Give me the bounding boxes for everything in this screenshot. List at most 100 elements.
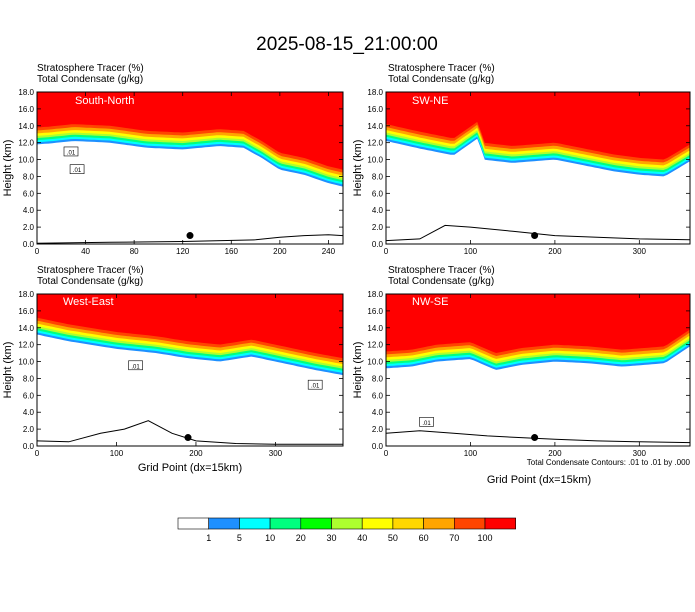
panel-label: NW-SE: [412, 296, 448, 308]
terrain-line: [386, 224, 690, 242]
colorbar-label: 50: [388, 533, 398, 543]
colorbar-label: 70: [449, 533, 459, 543]
panel-header-condensate: Total Condensate (g/kg): [388, 276, 494, 287]
panel-header-condensate: Total Condensate (g/kg): [37, 74, 143, 85]
contour-label: .01: [422, 421, 431, 427]
contour-note: Total Condensate Contours: .01 to .01 by…: [527, 458, 691, 467]
y-tick-label: 4.0: [23, 408, 35, 417]
figure-title: 2025-08-15_21:00:00: [256, 34, 438, 55]
colorbar-swatch: [423, 517, 455, 530]
y-tick-label: 12.0: [367, 341, 383, 350]
plot-area: .01: [386, 294, 690, 446]
x-tick-label: 160: [225, 247, 239, 256]
plot-frame: [385, 91, 691, 245]
y-tick-label: 2.0: [23, 425, 35, 434]
colorbar-swatch: [361, 517, 394, 530]
colorbar-swatch: [208, 517, 240, 530]
x-axis-label: Grid Point (dx=15km): [138, 462, 242, 474]
colorbar-label: 100: [477, 533, 492, 543]
y-tick-label: 8.0: [23, 172, 35, 181]
contour-label: .01: [73, 168, 82, 174]
y-tick-label: 10.0: [367, 156, 383, 165]
colorbar-label: 60: [419, 533, 429, 543]
y-tick-label: 0.0: [372, 442, 384, 451]
colorbar-swatch: [300, 517, 332, 530]
panel-south-north: Stratosphere Tracer (%) Total Condensate…: [2, 63, 344, 256]
x-tick-label: 120: [176, 247, 190, 256]
x-tick-label: 240: [322, 247, 336, 256]
terrain-line: [386, 430, 690, 444]
x-tick-label: 200: [548, 247, 562, 256]
y-tick-label: 10.0: [18, 358, 34, 367]
panel-header-tracer: Stratosphere Tracer (%): [37, 265, 144, 276]
x-tick-label: 40: [81, 247, 90, 256]
colorbar: 1 5 10 20 30 40 50 60 70 100: [177, 517, 517, 543]
colorbar-swatch: [331, 517, 363, 530]
tracer-band: [37, 92, 343, 170]
axes: 0.0 2.0 4.0 6.0 8.0 10.0 12.0 14.0 16.0 18.0 0 100 2…: [367, 88, 691, 256]
y-tick-label: 2.0: [23, 223, 35, 232]
y-tick-label: 0.0: [23, 442, 35, 451]
plot-frame: [36, 293, 344, 447]
colorbar-swatch: [239, 517, 271, 530]
y-tick-label: 16.0: [367, 105, 383, 114]
contour-label-box: [63, 146, 79, 157]
y-tick-label: 6.0: [372, 391, 384, 400]
colorbar-swatch: [453, 517, 486, 530]
y-tick-label: 16.0: [18, 105, 34, 114]
x-tick-label: 100: [110, 449, 124, 458]
y-tick-label: 2.0: [372, 223, 384, 232]
y-tick-label: 12.0: [18, 139, 34, 148]
tracer-band: [37, 294, 343, 359]
contour-label: .01: [67, 150, 76, 156]
colorbar-label: 30: [326, 533, 336, 543]
y-tick-label: 18.0: [18, 290, 34, 299]
panel-nw-se: Stratosphere Tracer (%) Total Condensate…: [352, 265, 691, 486]
terrain-line: [37, 420, 343, 445]
y-tick-label: 10.0: [18, 156, 34, 165]
panel-label: SW-NE: [412, 95, 448, 107]
y-tick-label: 2.0: [372, 425, 384, 434]
colorbar-label: 5: [237, 533, 242, 543]
x-tick-label: 0: [35, 449, 40, 458]
contour-label: .01: [311, 384, 320, 390]
contour-label-box: [419, 417, 434, 427]
y-tick-label: 14.0: [18, 324, 34, 333]
y-tick-label: 0.0: [23, 240, 35, 249]
y-tick-label: 6.0: [23, 189, 35, 198]
y-tick-label: 18.0: [18, 88, 34, 97]
x-tick-label: 0: [384, 449, 389, 458]
y-tick-label: 8.0: [372, 374, 384, 383]
y-tick-label: 14.0: [367, 324, 383, 333]
y-tick-label: 18.0: [367, 88, 383, 97]
x-axis-label: Grid Point (dx=15km): [487, 474, 591, 486]
colorbar-label: 20: [296, 533, 306, 543]
y-tick-label: 16.0: [18, 307, 34, 316]
y-tick-label: 4.0: [372, 408, 384, 417]
location-marker: [531, 434, 539, 442]
axes: 0.0 2.0 4.0 6.0 8.0 10.0 12.0 14.0 16.0 18.0 0 100 2…: [18, 290, 344, 458]
plot-frame: [36, 91, 344, 245]
y-axis-label: Height (km): [2, 342, 14, 399]
panel-header-tracer: Stratosphere Tracer (%): [388, 265, 495, 276]
y-tick-label: 0.0: [372, 240, 384, 249]
x-tick-label: 300: [633, 247, 647, 256]
colorbar-label: 1: [206, 533, 211, 543]
y-tick-label: 12.0: [367, 139, 383, 148]
contour-label-box: [69, 164, 85, 174]
y-tick-label: 4.0: [23, 206, 35, 215]
contour-label: .01: [131, 364, 140, 370]
y-tick-label: 12.0: [18, 341, 34, 350]
contour-label-box: [128, 360, 143, 371]
y-axis-label: Height (km): [2, 140, 14, 197]
y-tick-label: 16.0: [367, 307, 383, 316]
y-tick-label: 8.0: [372, 172, 384, 181]
panel-label: West-East: [63, 296, 114, 308]
y-axis-label: Height (km): [352, 342, 364, 399]
axes: 0.0 2.0 4.0 6.0 8.0 10.0 12.0 14.0 16.0 18.0 0 40 80…: [18, 88, 344, 256]
plot-area: .01 .01: [37, 92, 343, 244]
tracer-band: [386, 92, 690, 160]
x-tick-label: 100: [464, 247, 478, 256]
y-tick-label: 4.0: [372, 206, 384, 215]
